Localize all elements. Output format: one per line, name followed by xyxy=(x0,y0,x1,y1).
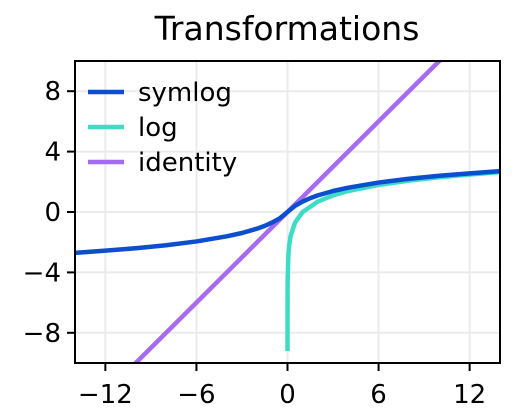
x-tick-label: 0 xyxy=(279,380,296,410)
y-tick-label: 8 xyxy=(44,77,61,107)
x-tick-label: −12 xyxy=(78,380,133,410)
y-tick-label: 4 xyxy=(44,138,61,168)
y-tick-label: 0 xyxy=(44,198,61,228)
y-tick-label: −8 xyxy=(23,319,61,349)
x-tick-label: −6 xyxy=(177,380,215,410)
legend-label-log: log xyxy=(138,113,178,143)
legend: symlog log identity xyxy=(88,78,237,178)
y-tick-label: −4 xyxy=(23,258,61,288)
x-tick-label: 6 xyxy=(370,380,387,410)
series-layer xyxy=(75,61,500,363)
chart-title: Transformations xyxy=(154,9,420,48)
legend-label-symlog: symlog xyxy=(138,78,232,108)
series-line-symlog xyxy=(75,168,500,256)
legend-label-identity: identity xyxy=(138,148,237,178)
x-tick-label: 12 xyxy=(453,380,486,410)
ticks: −12 −6 0 6 12 −8 −4 0 4 8 xyxy=(23,77,487,410)
series-line-log xyxy=(285,169,500,352)
